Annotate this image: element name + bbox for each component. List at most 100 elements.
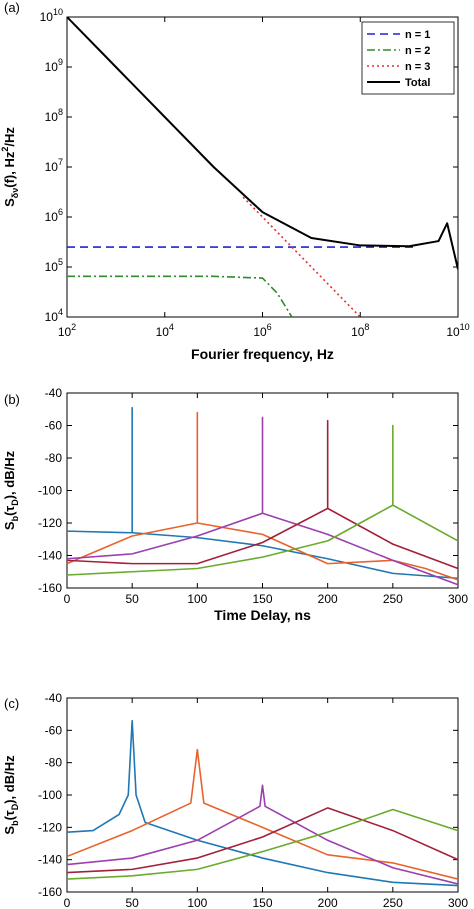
- y-tick-mantissa: 10: [45, 260, 59, 274]
- x-tick-exponent: 10: [460, 322, 470, 332]
- y-tick-mantissa: 10: [45, 160, 59, 174]
- y-tick-label: -80: [45, 756, 63, 770]
- y-tick-exponent: 9: [58, 57, 63, 67]
- y-tick-mantissa: 10: [45, 210, 59, 224]
- x-tick-label: 104: [156, 322, 174, 339]
- plot-area: [67, 719, 458, 887]
- x-tick-exponent: 2: [71, 322, 76, 332]
- x-tick-label: 106: [253, 322, 271, 339]
- y-tick-label: -40: [45, 386, 63, 400]
- y-axis-label: Sb(τD), dB/Hz: [2, 755, 20, 835]
- y-label-part: ), dB/Hz: [2, 755, 17, 804]
- panel-label: (c): [4, 696, 19, 711]
- y-tick-mantissa: 10: [45, 310, 59, 324]
- panel-label: (b): [4, 392, 20, 407]
- y-tick-exponent: 7: [58, 157, 63, 167]
- x-axis-label: Time Delay, ns: [214, 607, 311, 623]
- y-tick-label: -100: [38, 788, 62, 802]
- y-tick-exponent: 4: [58, 307, 63, 317]
- y-tick-label: -160: [38, 581, 62, 595]
- y-tick-label: -40: [45, 691, 63, 705]
- y-tick-mantissa: 10: [40, 10, 54, 24]
- y-tick-label: -120: [38, 820, 62, 834]
- legend-label: Total: [405, 77, 430, 89]
- y-tick-label: 104: [45, 307, 63, 324]
- y-tick-exponent: 5: [58, 257, 63, 267]
- series-line-1: [67, 719, 458, 887]
- x-tick-label: 250: [383, 896, 403, 909]
- series-line-5: [67, 424, 458, 576]
- series-line-Total: [67, 17, 458, 270]
- series-line-2: [67, 411, 458, 581]
- y-tick-label: 109: [45, 57, 63, 74]
- y-label-part: (τ: [2, 810, 17, 820]
- y-tick-label: -80: [45, 451, 63, 465]
- plot-area: [67, 406, 458, 586]
- y-tick-label: 106: [45, 207, 63, 224]
- x-tick-label: 100: [187, 896, 207, 909]
- y-tick-label: 107: [45, 157, 63, 174]
- y-axis-label: Sb(τD), dB/Hz: [2, 450, 20, 530]
- y-label-subscript: δν: [10, 188, 20, 198]
- series-line-4: [67, 419, 458, 570]
- x-tick-label: 1010: [446, 322, 469, 339]
- panel-b-delay-spectrum: (b) 0 50 100 150 200 250 300 -160 -140 -120 -100 -80…: [2, 386, 468, 623]
- series-line-3: [67, 416, 458, 586]
- x-tick-label: 300: [448, 592, 468, 606]
- x-tick-exponent: 6: [267, 322, 272, 332]
- y-tick-label: -100: [38, 484, 62, 498]
- x-tick-label: 50: [125, 896, 139, 909]
- x-tick-label: 102: [58, 322, 76, 339]
- series-line-2: [67, 748, 458, 880]
- series-line-4: [67, 807, 458, 874]
- x-tick-label: 108: [351, 322, 369, 339]
- y-tick-label: 105: [45, 257, 63, 274]
- x-tick-label: 200: [318, 896, 338, 909]
- y-label-subscript: D: [10, 499, 20, 506]
- y-label-part: (f), Hz: [2, 151, 17, 188]
- panel-c-delay-spectrum: (c) 0 50 100 150 200 250 300 -160 -140 -120 -100 -80…: [2, 691, 468, 909]
- x-tick-label: 300: [448, 896, 468, 909]
- y-label-part: ), dB/Hz: [2, 450, 17, 499]
- y-tick-label: 108: [45, 107, 63, 124]
- x-tick-label: 200: [318, 592, 338, 606]
- series-line-1: [67, 406, 458, 580]
- y-tick-label: -140: [38, 853, 62, 867]
- legend-label: n = 3: [405, 61, 430, 73]
- x-tick-mantissa: 10: [446, 325, 460, 339]
- x-tick-mantissa: 10: [351, 325, 365, 339]
- x-tick-label: 0: [64, 592, 71, 606]
- x-tick-label: 50: [125, 592, 139, 606]
- y-label-subscript: b: [10, 515, 20, 521]
- panel-label: (a): [4, 0, 20, 15]
- y-tick-label: -160: [38, 885, 62, 899]
- x-axis-label: Fourier frequency, Hz: [191, 346, 334, 362]
- series-line-n3: [242, 196, 361, 317]
- axes-frame: [66, 697, 459, 893]
- y-label-superscript: 2: [0, 147, 10, 152]
- y-tick-label: 1010: [40, 7, 63, 24]
- x-tick-label: 150: [252, 896, 272, 909]
- y-tick-mantissa: 10: [45, 110, 59, 124]
- y-axis-label: Sδν(f), Hz2/Hz: [0, 127, 20, 207]
- y-label-part: /Hz: [2, 127, 17, 147]
- x-tick-mantissa: 10: [253, 325, 267, 339]
- y-label-part: S: [2, 521, 17, 530]
- plot-area: [67, 17, 458, 317]
- y-tick-label: -60: [45, 723, 63, 737]
- legend-label: n = 2: [405, 45, 430, 57]
- y-tick-mantissa: 10: [45, 60, 59, 74]
- y-tick-exponent: 10: [53, 7, 63, 17]
- x-tick-label: 100: [187, 592, 207, 606]
- y-tick-label: -60: [45, 419, 63, 433]
- y-tick-label: -140: [38, 549, 62, 563]
- x-tick-mantissa: 10: [58, 325, 72, 339]
- series-line-3: [67, 784, 458, 885]
- x-tick-mantissa: 10: [156, 325, 170, 339]
- y-tick-exponent: 6: [58, 207, 63, 217]
- y-label-part: (τ: [2, 506, 17, 516]
- y-label-part: S: [2, 198, 17, 207]
- y-label-part: S: [2, 826, 17, 835]
- x-tick-label: 250: [383, 592, 403, 606]
